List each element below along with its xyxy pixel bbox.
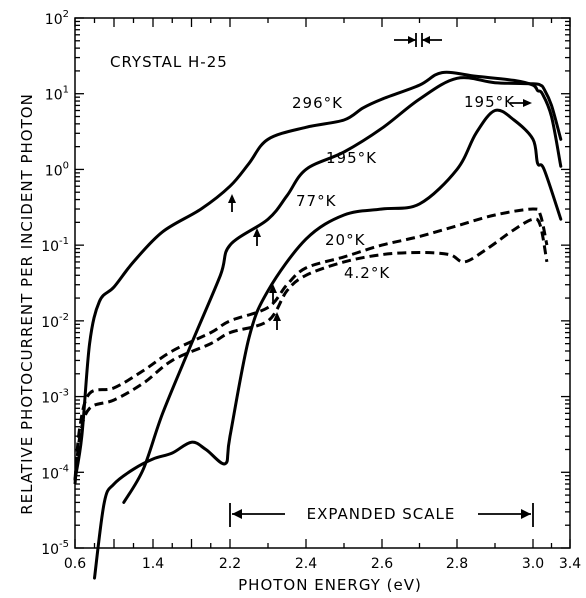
label-195k-right: 195°K <box>464 93 515 111</box>
y-tick-label: 101 <box>45 85 69 104</box>
series-line-3 <box>73 207 549 480</box>
x-tick-label: 2.4 <box>295 556 317 572</box>
x-tick-label: 2.6 <box>371 556 393 572</box>
scale-change-arrows <box>228 194 281 330</box>
x-tick-label: 2.8 <box>446 556 468 572</box>
y-tick-labels: 10-5 10-4 10-3 10-2 10-1 100 101 102 <box>41 9 69 558</box>
y-tick-label: 10-3 <box>41 388 69 407</box>
y-tick-label: 10-1 <box>41 236 69 255</box>
x-tick-label: 1.4 <box>142 556 164 572</box>
series-line-2 <box>93 108 563 580</box>
resolution-marker <box>394 33 442 47</box>
label-77k: 77°K <box>296 192 337 210</box>
y-tick-label: 10-5 <box>41 539 69 558</box>
x-tick-labels: 0.6 1.4 2.2 2.4 2.6 2.8 3.0 3.4 <box>64 556 581 572</box>
x-axis-title: PHOTON ENERGY (eV) <box>238 576 422 594</box>
series-line-1 <box>122 76 563 504</box>
chart-title: CRYSTAL H-25 <box>110 53 228 71</box>
y-tick-label: 10-2 <box>41 312 69 331</box>
x-tick-label: 3.4 <box>559 556 581 572</box>
plot-border <box>74 17 571 549</box>
y-tick-label: 10-4 <box>41 463 69 482</box>
label-4-2k: 4.2°K <box>344 264 390 282</box>
y-tick-label: 102 <box>45 9 69 28</box>
x-tick-label: 0.6 <box>64 556 86 572</box>
y-tick-label: 100 <box>45 160 69 179</box>
plot-frame <box>74 17 571 549</box>
label-195k-left: 195°K <box>326 149 377 167</box>
label-195k-pointer <box>510 99 532 107</box>
label-20k: 20°K <box>325 231 366 249</box>
series-line-4 <box>73 217 549 485</box>
series-line-0 <box>73 70 563 482</box>
y-axis-title: RELATIVE PHOTOCURRENT PER INCIDENT PHOTO… <box>18 93 36 515</box>
x-tick-label: 2.2 <box>219 556 241 572</box>
axis-ticks <box>74 17 571 549</box>
x-tick-label: 3.0 <box>522 556 544 572</box>
expanded-scale-label: EXPANDED SCALE <box>307 505 456 523</box>
series-lines <box>73 70 563 580</box>
label-296k: 296°K <box>292 94 343 112</box>
expanded-scale-bracket <box>229 503 534 527</box>
